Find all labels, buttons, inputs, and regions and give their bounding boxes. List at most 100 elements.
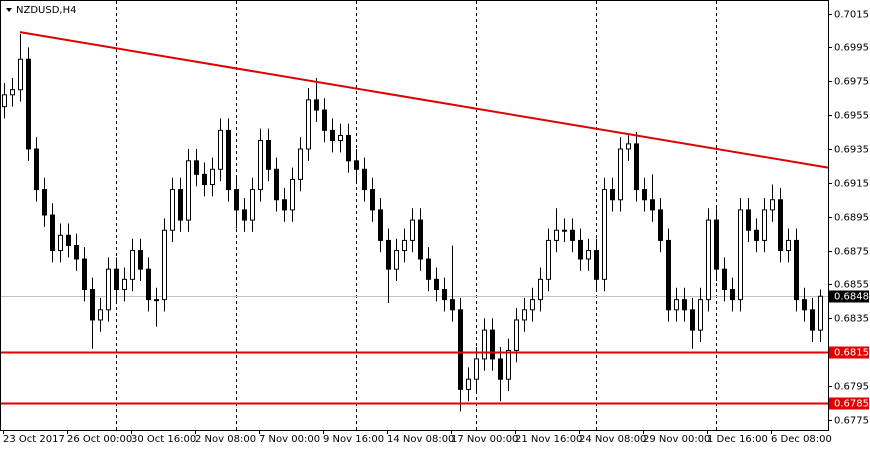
y-tick-label: 0.6895: [834, 213, 869, 224]
candle-body: [194, 160, 199, 175]
candle-body: [458, 309, 463, 390]
y-tick-label: 0.6775: [834, 416, 869, 427]
x-tick-label: 21 Nov 16:00: [515, 434, 582, 445]
candle-body: [810, 309, 815, 331]
candle-body: [106, 268, 111, 311]
candle-body: [98, 309, 103, 321]
candle-body: [322, 109, 327, 131]
candle-body: [450, 299, 455, 311]
price-label-bg: [829, 346, 869, 359]
price-label-bg: [829, 397, 869, 410]
candle-body: [506, 349, 511, 380]
candle-body: [674, 299, 679, 311]
candle-body: [402, 239, 407, 252]
candle-body: [58, 234, 63, 252]
y-tick-label: 0.6955: [834, 111, 869, 122]
candle-body: [690, 309, 695, 331]
x-tick-label: 29 Nov 00:00: [643, 434, 710, 445]
candle-body: [170, 189, 175, 231]
candle-body: [426, 258, 431, 280]
candle-body: [722, 268, 727, 290]
candle-body: [658, 209, 663, 241]
x-tick-label: 17 Nov 00:00: [451, 434, 518, 445]
candle-body: [418, 219, 423, 260]
candle-body: [778, 199, 783, 252]
candle-body: [570, 229, 575, 241]
candle-body: [314, 99, 319, 111]
candle-body: [578, 239, 583, 260]
candle-body: [226, 129, 231, 191]
y-tick-label: 0.6975: [834, 77, 869, 88]
price-label: 0.6785: [834, 399, 869, 410]
candle-body: [434, 278, 439, 290]
candle-body: [346, 134, 351, 162]
candle-body: [730, 288, 735, 301]
candle-body: [746, 209, 751, 231]
x-tick-label: 24 Nov 08:00: [579, 434, 646, 445]
candle-body: [562, 229, 567, 232]
candle-body: [242, 209, 247, 221]
candle-body: [818, 295, 823, 331]
y-tick-label: 0.6915: [834, 179, 869, 190]
y-tick-label: 0.6995: [834, 43, 869, 54]
candle-body: [442, 288, 447, 301]
candle-body: [354, 160, 359, 170]
x-tick-label: 2 Nov 08:00: [195, 434, 256, 445]
candle-body: [666, 239, 671, 311]
candle-body: [266, 140, 271, 170]
x-tick-label: 30 Oct 16:00: [131, 434, 196, 445]
candle-body: [338, 134, 343, 142]
candle-body: [2, 94, 7, 108]
y-tick-label: 0.6855: [834, 280, 869, 291]
candle-body: [698, 299, 703, 331]
x-tick-label: 7 Nov 00:00: [259, 434, 320, 445]
candle-body: [370, 189, 375, 211]
candle-body: [794, 239, 799, 301]
candle-body: [714, 219, 719, 270]
candle-body: [362, 168, 367, 191]
menu-arrow[interactable]: [6, 8, 12, 12]
y-tick-label: 0.7015: [834, 10, 869, 21]
candle-body: [482, 329, 487, 360]
candle-body: [642, 189, 647, 201]
candle-body: [474, 358, 479, 380]
candle-body: [386, 239, 391, 270]
candle-body: [466, 378, 471, 390]
x-tick-label: 6 Dec 08:00: [771, 434, 832, 445]
candle-body: [634, 143, 639, 191]
trendline: [19, 31, 829, 169]
candle-body: [770, 199, 775, 211]
candle-body: [330, 129, 335, 142]
candle-body: [178, 189, 183, 221]
y-tick-label: 0.6795: [834, 382, 869, 393]
candle-body: [218, 129, 223, 170]
price-label: 0.6815: [834, 348, 869, 359]
candle-body: [130, 250, 135, 280]
candle-body: [554, 229, 559, 241]
candle-body: [306, 99, 311, 150]
chart-title: NZDUSD,H4: [16, 5, 76, 16]
candle-body: [82, 258, 87, 290]
candle-body: [514, 319, 519, 351]
x-tick-label: 1 Dec 16:00: [707, 434, 768, 445]
candle-body: [738, 209, 743, 301]
candle-body: [202, 173, 207, 186]
candle-body: [394, 250, 399, 270]
candle-body: [522, 309, 527, 321]
candle-body: [274, 168, 279, 201]
candle-body: [50, 214, 55, 252]
candle-body: [250, 189, 255, 221]
x-tick-label: 23 Oct 2017: [3, 434, 65, 445]
candle-body: [498, 358, 503, 380]
candle-body: [586, 250, 591, 260]
candle-body: [786, 239, 791, 252]
candle-body: [410, 219, 415, 241]
candle-body: [162, 229, 167, 301]
candle-body: [290, 178, 295, 211]
x-tick-label: 9 Nov 16:00: [323, 434, 384, 445]
candle-body: [298, 148, 303, 180]
candle-body: [122, 278, 127, 290]
x-tick-label: 14 Nov 08:00: [387, 434, 454, 445]
candle-body: [538, 278, 543, 301]
